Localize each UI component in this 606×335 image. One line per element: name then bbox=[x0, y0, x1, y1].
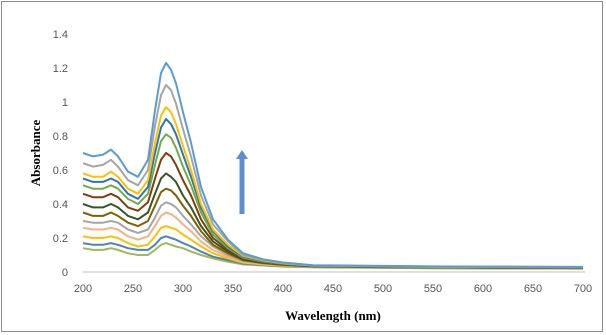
series-line-13 bbox=[82, 61, 584, 268]
y-tick-label: 0.6 bbox=[53, 165, 68, 177]
y-tick-label: 0.4 bbox=[53, 199, 68, 211]
y-tick-label: 1.4 bbox=[53, 29, 68, 41]
y-tick-label: 0.2 bbox=[53, 233, 68, 245]
y-tick-labels: 0 0.2 0.4 0.6 0.8 1 1.2 1.4 bbox=[53, 29, 68, 279]
arrow-shaft bbox=[239, 158, 245, 214]
x-tick-label: 500 bbox=[374, 283, 392, 295]
x-axis-title: Wavelength (nm) bbox=[285, 308, 381, 323]
y-tick-label: 1.2 bbox=[53, 63, 68, 75]
increase-arrow bbox=[236, 150, 248, 214]
x-tick-label: 600 bbox=[474, 283, 492, 295]
series-lines bbox=[82, 61, 584, 270]
x-tick-label: 350 bbox=[224, 283, 242, 295]
series-line-10 bbox=[82, 118, 584, 269]
x-tick-labels: 200 250 300 350 400 450 500 550 600 650 700 bbox=[74, 283, 592, 295]
series-line-5 bbox=[82, 201, 584, 270]
arrow-head bbox=[236, 150, 248, 159]
y-axis-title: Absorbance bbox=[28, 120, 43, 187]
x-tick-label: 300 bbox=[174, 283, 192, 295]
x-tick-label: 650 bbox=[524, 283, 542, 295]
x-tick-label: 550 bbox=[424, 283, 442, 295]
x-tick-label: 700 bbox=[574, 283, 592, 295]
series-line-6 bbox=[82, 187, 584, 270]
y-tick-label: 1 bbox=[62, 97, 68, 109]
x-tick-label: 250 bbox=[124, 283, 142, 295]
series-line-2 bbox=[82, 235, 584, 270]
series-line-12 bbox=[82, 84, 584, 269]
x-tick-label: 450 bbox=[324, 283, 342, 295]
x-tick-label: 200 bbox=[74, 283, 92, 295]
y-tick-label: 0 bbox=[62, 267, 68, 279]
y-tick-label: 0.8 bbox=[53, 131, 68, 143]
x-tick-label: 400 bbox=[274, 283, 292, 295]
